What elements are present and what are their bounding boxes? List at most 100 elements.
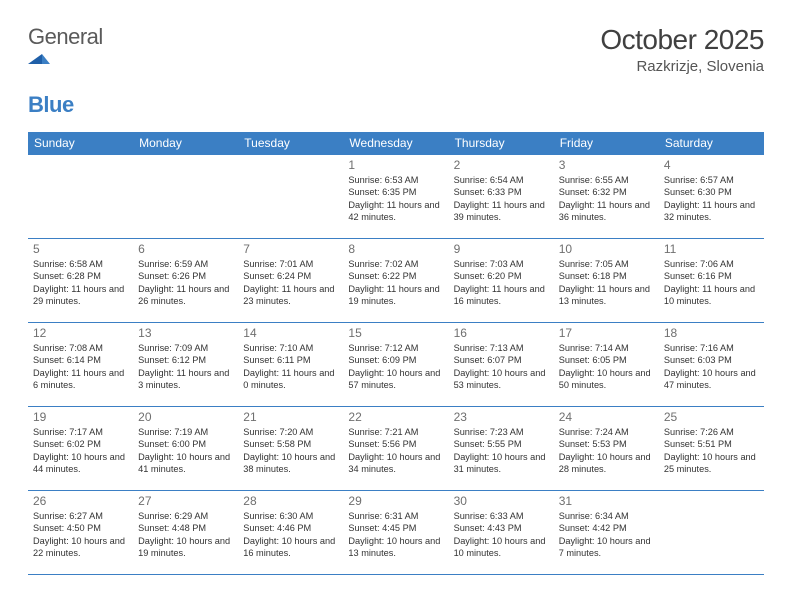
calendar-cell: 9Sunrise: 7:03 AMSunset: 6:20 PMDaylight… [449, 239, 554, 323]
day-number: 24 [559, 410, 654, 424]
calendar-cell: 30 Sunrise: 6:33 AMSunset: 4:43 PMDayligh… [449, 491, 554, 575]
day-number: 23 [454, 410, 549, 424]
day-number: 10 [559, 242, 654, 256]
day-number: 25 [664, 410, 759, 424]
calendar-cell [133, 155, 238, 239]
day-details: Sunrise: 7:16 AMSunset: 6:03 PMDaylight:… [664, 342, 759, 392]
day-number: 1 [348, 158, 443, 172]
day-details: Sunrise: 7:12 AMSunset: 6:09 PMDaylight:… [348, 342, 443, 392]
day-details: Sunrise: 7:13 AMSunset: 6:07 PMDaylight:… [454, 342, 549, 392]
day-number: 21 [243, 410, 338, 424]
calendar-row: 1Sunrise: 6:53 AMSunset: 6:35 PMDaylight… [28, 155, 764, 239]
day-number: 9 [454, 242, 549, 256]
day-number: 6 [138, 242, 233, 256]
day-details: Sunrise: 7:01 AMSunset: 6:24 PMDaylight:… [243, 258, 338, 308]
calendar-row: 26 Sunrise: 6:27 AMSunset: 4:50 PMDayligh… [28, 491, 764, 575]
calendar-cell: 14 Sunrise: 7:10 AMSunset: 6:11 PMDayligh… [238, 323, 343, 407]
day-details: Sunrise: 6:31 AMSunset: 4:45 PMDaylight:… [348, 510, 443, 560]
calendar-cell: 25 Sunrise: 7:26 AMSunset: 5:51 PMDayligh… [659, 407, 764, 491]
day-details: Sunrise: 7:14 AMSunset: 6:05 PMDaylight:… [559, 342, 654, 392]
calendar-cell: 11Sunrise: 7:06 AMSunset: 6:16 PMDayligh… [659, 239, 764, 323]
day-details: Sunrise: 7:05 AMSunset: 6:18 PMDaylight:… [559, 258, 654, 308]
calendar-cell: 16 Sunrise: 7:13 AMSunset: 6:07 PMDayligh… [449, 323, 554, 407]
logo-word1: General [28, 24, 103, 49]
calendar-cell: 21Sunrise: 7:20 AMSunset: 5:58 PMDayligh… [238, 407, 343, 491]
day-details: Sunrise: 7:02 AMSunset: 6:22 PMDaylight:… [348, 258, 443, 308]
calendar-table: SundayMondayTuesdayWednesdayThursdayFrid… [28, 132, 764, 575]
calendar-cell: 6Sunrise: 6:59 AMSunset: 6:26 PMDaylight… [133, 239, 238, 323]
calendar-cell: 8 Sunrise: 7:02 AMSunset: 6:22 PMDaylight… [343, 239, 448, 323]
calendar-cell: 18 Sunrise: 7:16 AMSunset: 6:03 PMDayligh… [659, 323, 764, 407]
month-title: October 2025 [600, 24, 764, 56]
calendar-cell: 4Sunrise: 6:57 AMSunset: 6:30 PMDaylight… [659, 155, 764, 239]
day-number: 12 [33, 326, 128, 340]
day-details: Sunrise: 7:26 AMSunset: 5:51 PMDaylight:… [664, 426, 759, 476]
day-number: 17 [559, 326, 654, 340]
day-number: 16 [454, 326, 549, 340]
calendar-cell: 12 Sunrise: 7:08 AMSunset: 6:14 PMDayligh… [28, 323, 133, 407]
calendar-cell: 15 Sunrise: 7:12 AMSunset: 6:09 PMDayligh… [343, 323, 448, 407]
day-number: 3 [559, 158, 654, 172]
calendar-body: 1Sunrise: 6:53 AMSunset: 6:35 PMDaylight… [28, 155, 764, 575]
calendar-row: 12 Sunrise: 7:08 AMSunset: 6:14 PMDayligh… [28, 323, 764, 407]
day-number: 15 [348, 326, 443, 340]
calendar-cell [28, 155, 133, 239]
day-number: 30 [454, 494, 549, 508]
day-number: 20 [138, 410, 233, 424]
day-details: Sunrise: 7:21 AMSunset: 5:56 PMDaylight:… [348, 426, 443, 476]
calendar-row: 19Sunrise: 7:17 AMSunset: 6:02 PMDayligh… [28, 407, 764, 491]
logo-text: General Blue [28, 24, 103, 118]
day-number: 4 [664, 158, 759, 172]
day-details: Sunrise: 6:30 AMSunset: 4:46 PMDaylight:… [243, 510, 338, 560]
day-number: 8 [348, 242, 443, 256]
calendar-cell [238, 155, 343, 239]
day-header: Thursday [449, 132, 554, 155]
day-details: Sunrise: 7:06 AMSunset: 6:16 PMDaylight:… [664, 258, 759, 308]
logo-word2: Blue [28, 92, 74, 117]
day-details: Sunrise: 7:23 AMSunset: 5:55 PMDaylight:… [454, 426, 549, 476]
calendar-cell: 5 Sunrise: 6:58 AMSunset: 6:28 PMDaylight… [28, 239, 133, 323]
day-number: 29 [348, 494, 443, 508]
day-details: Sunrise: 6:54 AMSunset: 6:33 PMDaylight:… [454, 174, 549, 224]
day-details: Sunrise: 7:10 AMSunset: 6:11 PMDaylight:… [243, 342, 338, 392]
day-details: Sunrise: 6:27 AMSunset: 4:50 PMDaylight:… [33, 510, 128, 560]
day-details: Sunrise: 6:34 AMSunset: 4:42 PMDaylight:… [559, 510, 654, 560]
calendar-cell [659, 491, 764, 575]
calendar-cell: 17 Sunrise: 7:14 AMSunset: 6:05 PMDayligh… [554, 323, 659, 407]
location: Razkrizje, Slovenia [600, 58, 764, 75]
day-details: Sunrise: 6:58 AMSunset: 6:28 PMDaylight:… [33, 258, 128, 308]
calendar-cell: 22Sunrise: 7:21 AMSunset: 5:56 PMDayligh… [343, 407, 448, 491]
calendar-cell: 10 Sunrise: 7:05 AMSunset: 6:18 PMDayligh… [554, 239, 659, 323]
day-number: 14 [243, 326, 338, 340]
day-number: 27 [138, 494, 233, 508]
day-number: 13 [138, 326, 233, 340]
day-header: Sunday [28, 132, 133, 155]
day-details: Sunrise: 6:29 AMSunset: 4:48 PMDaylight:… [138, 510, 233, 560]
day-number: 26 [33, 494, 128, 508]
calendar-cell: 1Sunrise: 6:53 AMSunset: 6:35 PMDaylight… [343, 155, 448, 239]
day-header: Wednesday [343, 132, 448, 155]
day-number: 19 [33, 410, 128, 424]
day-header: Saturday [659, 132, 764, 155]
day-number: 5 [33, 242, 128, 256]
calendar-head: SundayMondayTuesdayWednesdayThursdayFrid… [28, 132, 764, 155]
day-details: Sunrise: 6:33 AMSunset: 4:43 PMDaylight:… [454, 510, 549, 560]
calendar-cell: 3Sunrise: 6:55 AMSunset: 6:32 PMDaylight… [554, 155, 659, 239]
calendar-cell: 26 Sunrise: 6:27 AMSunset: 4:50 PMDayligh… [28, 491, 133, 575]
calendar-cell: 28Sunrise: 6:30 AMSunset: 4:46 PMDayligh… [238, 491, 343, 575]
calendar-row: 5 Sunrise: 6:58 AMSunset: 6:28 PMDaylight… [28, 239, 764, 323]
header: General Blue October 2025 Razkrizje, Slo… [28, 24, 764, 118]
day-header: Tuesday [238, 132, 343, 155]
calendar-cell: 2Sunrise: 6:54 AMSunset: 6:33 PMDaylight… [449, 155, 554, 239]
day-number: 18 [664, 326, 759, 340]
day-number: 31 [559, 494, 654, 508]
title-block: October 2025 Razkrizje, Slovenia [600, 24, 764, 75]
day-details: Sunrise: 7:08 AMSunset: 6:14 PMDaylight:… [33, 342, 128, 392]
calendar-cell: 7Sunrise: 7:01 AMSunset: 6:24 PMDaylight… [238, 239, 343, 323]
calendar-cell: 13Sunrise: 7:09 AMSunset: 6:12 PMDayligh… [133, 323, 238, 407]
calendar-cell: 20Sunrise: 7:19 AMSunset: 6:00 PMDayligh… [133, 407, 238, 491]
calendar-cell: 29 Sunrise: 6:31 AMSunset: 4:45 PMDayligh… [343, 491, 448, 575]
day-details: Sunrise: 7:24 AMSunset: 5:53 PMDaylight:… [559, 426, 654, 476]
logo-mark-icon [28, 50, 103, 66]
calendar-cell: 23 Sunrise: 7:23 AMSunset: 5:55 PMDayligh… [449, 407, 554, 491]
